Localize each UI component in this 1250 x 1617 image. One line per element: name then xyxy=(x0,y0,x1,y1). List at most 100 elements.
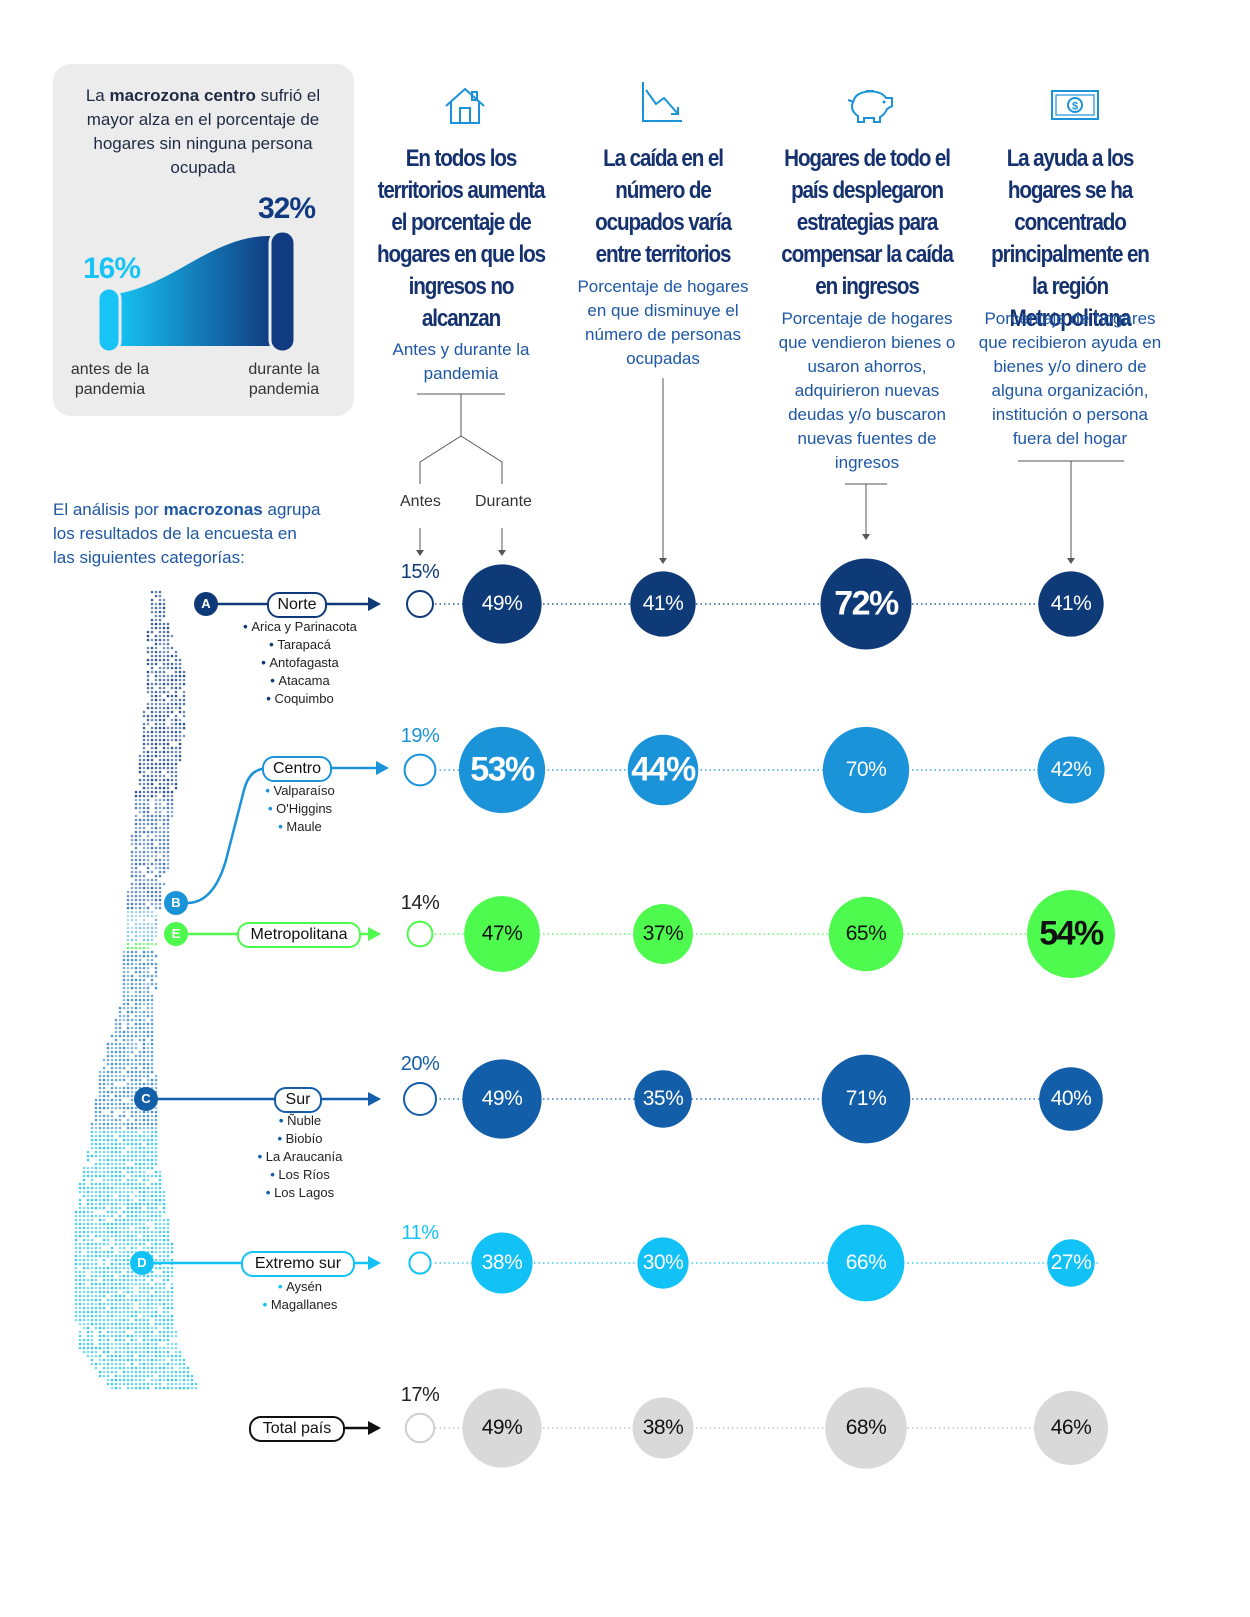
map-dot xyxy=(106,1054,110,1058)
map-dot xyxy=(138,1062,142,1066)
map-dot xyxy=(90,1154,94,1158)
map-dot xyxy=(142,1010,146,1014)
map-dot xyxy=(158,810,162,814)
map-dot xyxy=(158,702,162,706)
map-dot xyxy=(138,910,142,914)
map-dot xyxy=(126,1182,130,1186)
map-dot xyxy=(146,982,150,986)
map-dot xyxy=(98,1094,102,1098)
map-dot xyxy=(118,1086,122,1090)
map-dot xyxy=(174,754,178,758)
map-dot xyxy=(126,998,130,1002)
map-dot xyxy=(110,1034,114,1038)
map-dot xyxy=(162,606,166,610)
map-dot xyxy=(150,1154,154,1158)
map-dot xyxy=(126,1158,130,1162)
map-dot xyxy=(150,670,154,674)
map-dot xyxy=(134,1070,138,1074)
map-dot xyxy=(150,1066,154,1070)
map-dot xyxy=(142,798,146,802)
map-dot xyxy=(146,890,150,894)
map-dot xyxy=(78,1186,82,1190)
map-dot xyxy=(98,1162,102,1166)
map-dot xyxy=(162,610,166,614)
map-dot xyxy=(138,854,142,858)
map-dot xyxy=(106,1118,110,1122)
bubble-antes xyxy=(403,753,437,787)
map-dot xyxy=(146,1118,150,1122)
map-dot xyxy=(138,926,142,930)
map-dot xyxy=(174,706,178,710)
map-dot xyxy=(150,974,154,978)
map-dot xyxy=(170,758,174,762)
map-dot xyxy=(102,1154,106,1158)
map-dot xyxy=(162,814,166,818)
map-dot xyxy=(166,682,170,686)
map-dot xyxy=(142,954,146,958)
map-dot xyxy=(110,1086,114,1090)
map-dot xyxy=(126,1090,130,1094)
map-dot xyxy=(82,1182,86,1186)
map-dot xyxy=(98,1090,102,1094)
map-dot xyxy=(166,642,170,646)
map-dot xyxy=(158,862,162,866)
map-dot xyxy=(130,1006,134,1010)
map-dot xyxy=(150,1118,154,1122)
map-dot xyxy=(166,806,170,810)
map-dot xyxy=(146,814,150,818)
map-dot xyxy=(98,1186,102,1190)
map-dot xyxy=(150,646,154,650)
map-dot xyxy=(178,754,182,758)
map-dot xyxy=(162,862,166,866)
map-dot xyxy=(170,706,174,710)
map-dot xyxy=(146,714,150,718)
map-dot xyxy=(178,658,182,662)
map-dot xyxy=(158,886,162,890)
map-dot xyxy=(170,674,174,678)
map-dot xyxy=(154,898,158,902)
map-dot xyxy=(138,1134,142,1138)
map-dot xyxy=(146,1010,150,1014)
map-dot xyxy=(114,1106,118,1110)
map-dot xyxy=(154,954,158,958)
map-dot xyxy=(114,1094,118,1098)
map-dot xyxy=(174,714,178,718)
value-label-estrategias: 72% xyxy=(834,584,899,623)
map-dot xyxy=(130,1050,134,1054)
map-dot xyxy=(150,1078,154,1082)
map-dot xyxy=(138,958,142,962)
map-dot xyxy=(170,682,174,686)
map-dot xyxy=(166,770,170,774)
map-dot xyxy=(150,882,154,886)
map-dot xyxy=(138,758,142,762)
map-dot xyxy=(134,1186,138,1190)
map-dot xyxy=(130,950,134,954)
map-dot xyxy=(150,610,154,614)
map-dot xyxy=(130,1094,134,1098)
map-dot xyxy=(158,606,162,610)
map-dot xyxy=(126,894,130,898)
map-dot xyxy=(162,678,166,682)
map-dot xyxy=(130,1170,134,1174)
map-dot xyxy=(142,1054,146,1058)
map-dot xyxy=(130,882,134,886)
map-dot xyxy=(150,822,154,826)
map-dot xyxy=(158,610,162,614)
callout-graphic xyxy=(96,229,297,354)
map-dot xyxy=(162,622,166,626)
map-dot xyxy=(150,650,154,654)
map-dot xyxy=(126,1186,130,1190)
map-dot xyxy=(134,870,138,874)
map-dot xyxy=(118,1090,122,1094)
callout-before-value: 16% xyxy=(83,252,141,285)
map-dot xyxy=(138,1118,142,1122)
map-dot xyxy=(166,830,170,834)
map-dot xyxy=(158,730,162,734)
map-dot xyxy=(142,758,146,762)
map-dot xyxy=(174,694,178,698)
map-dot xyxy=(130,1110,134,1114)
map-dot xyxy=(122,966,126,970)
map-dot xyxy=(162,806,166,810)
map-dot xyxy=(130,910,134,914)
map-dot xyxy=(126,1178,130,1182)
